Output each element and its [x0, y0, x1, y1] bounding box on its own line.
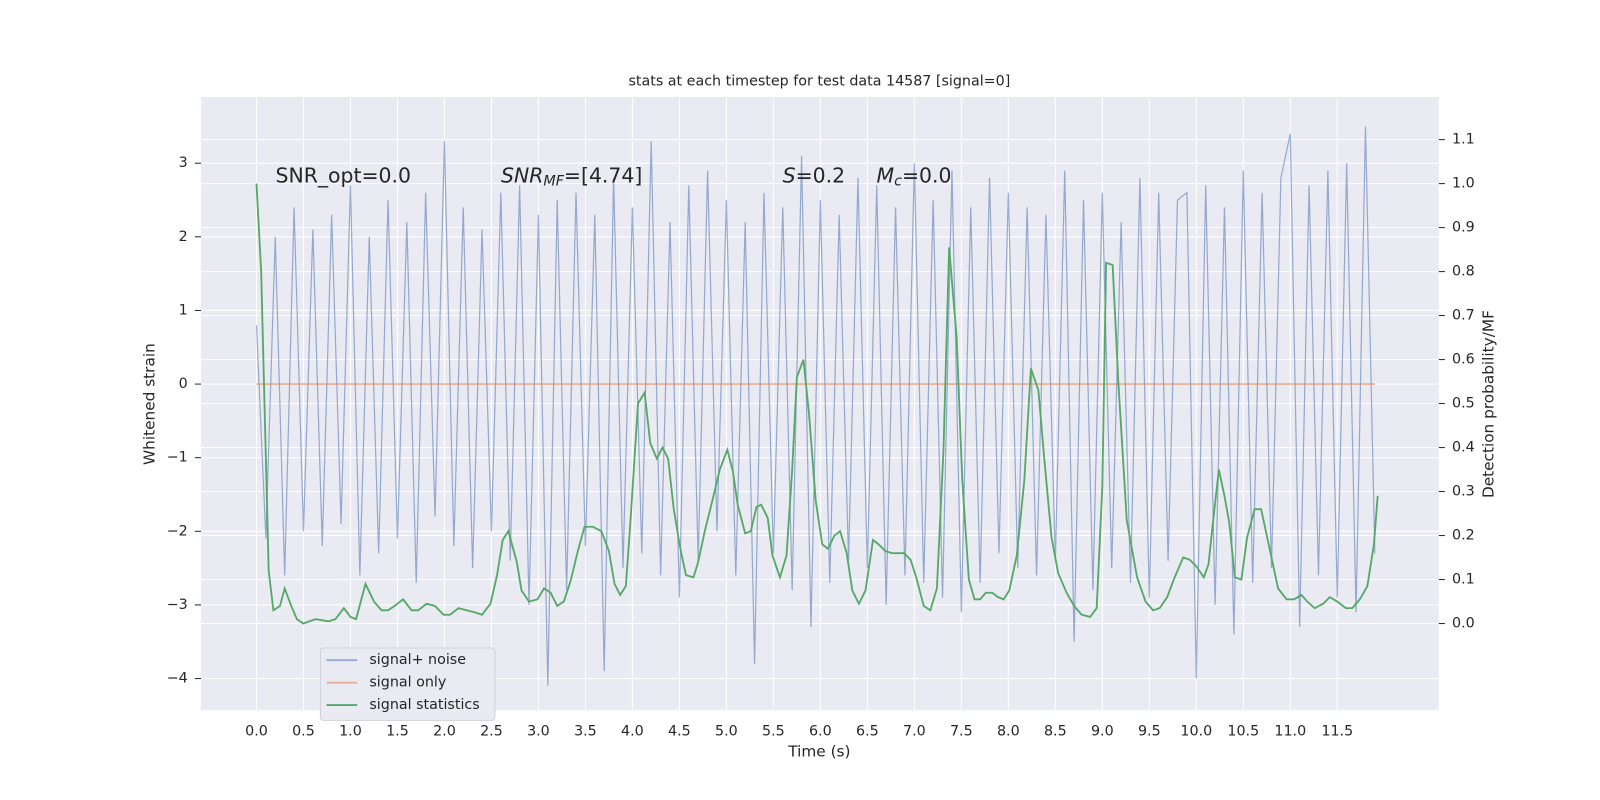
annotation-text: SNR_opt=0.0 — [276, 164, 412, 189]
y2-tick-label: 0.6 — [1452, 352, 1475, 368]
y2-tick-label: 0.2 — [1452, 528, 1475, 544]
y-tick-label: −1 — [167, 450, 188, 466]
x-tick-label: 9.5 — [1138, 724, 1161, 740]
legend-label: signal statistics — [369, 697, 479, 713]
x-tick-label: 8.5 — [1044, 724, 1067, 740]
y2-tick-label: 1.1 — [1452, 132, 1475, 148]
y2-tick-label: 0.3 — [1452, 484, 1475, 500]
y2-tick-label: 0.9 — [1452, 220, 1475, 236]
x-tick-label: 3.5 — [574, 724, 597, 740]
x-tick-label: 7.0 — [903, 724, 926, 740]
y2-tick-label: 0.0 — [1452, 616, 1475, 632]
y2-tick-label: 0.1 — [1452, 572, 1475, 588]
y-tick-label: 3 — [179, 155, 188, 171]
chart-title: stats at each timestep for test data 145… — [628, 74, 1010, 90]
legend-label: signal+ noise — [369, 652, 466, 668]
x-tick-label: 3.0 — [527, 724, 550, 740]
y2-tick-label: 1.0 — [1452, 176, 1475, 192]
annotation-text: M — [877, 164, 895, 188]
annotation-text: =0.0 — [902, 164, 952, 188]
y-tick-label: 2 — [179, 229, 188, 245]
y-tick-label: 0 — [179, 376, 188, 392]
legend: signal+ noise signal only signal statistic… — [319, 647, 496, 721]
annotation: Mc=0.0 — [877, 164, 952, 190]
x-tick-label: 10.5 — [1227, 724, 1259, 740]
y-tick-label: −2 — [167, 523, 188, 539]
annotation-subscript: c — [894, 174, 902, 190]
y2-tick-label: 0.5 — [1452, 396, 1475, 412]
y2-axis-label: Detection probability/MF — [1479, 310, 1497, 498]
y-axis-label: Whitened strain — [141, 343, 159, 465]
x-tick-label: 1.0 — [339, 724, 362, 740]
x-tick-label: 6.5 — [856, 724, 879, 740]
x-tick-label: 8.0 — [997, 724, 1020, 740]
x-tick-label: 2.0 — [433, 724, 456, 740]
annotation: S=0.2 — [783, 164, 845, 188]
x-tick-label: 11.0 — [1274, 724, 1306, 740]
y2-tick-label: 0.4 — [1452, 440, 1475, 456]
annotation-text: SNR — [501, 164, 543, 188]
x-tick-label: 11.5 — [1321, 724, 1353, 740]
x-tick-label: 0.5 — [292, 724, 315, 740]
x-axis-label: Time (s) — [787, 743, 850, 761]
x-tick-label: 1.5 — [386, 724, 409, 740]
annotation-text: =[4.74] — [564, 164, 642, 188]
x-tick-label: 7.5 — [950, 724, 973, 740]
annotation-subscript: MF — [543, 174, 564, 190]
annotation: SNRMF=[4.74] — [501, 164, 642, 190]
x-tick-label: 10.0 — [1180, 724, 1212, 740]
annotation-text: S — [783, 164, 796, 188]
y2-tick-label: 0.8 — [1452, 264, 1475, 280]
labels: 0.0 0.5 1.0 1.5 2.0 2.5 3.0 3.5 4.0 4.5 5.0 5.5 6.0 6… — [167, 132, 1475, 740]
x-tick-label: 2.5 — [480, 724, 503, 740]
annotation: SNR_opt=0.0 — [276, 164, 412, 189]
marks — [255, 126, 1379, 686]
x-tick-label: 0.0 — [245, 724, 268, 740]
x-tick-label: 5.0 — [715, 724, 738, 740]
x-tick-label: 9.0 — [1091, 724, 1114, 740]
legend-label: signal only — [369, 675, 446, 691]
y2-tick-label: 0.7 — [1452, 308, 1475, 324]
legend-box — [319, 647, 496, 721]
series-line — [255, 183, 1379, 625]
y-tick-label: −4 — [167, 671, 188, 687]
x-tick-label: 4.5 — [668, 724, 691, 740]
series-line — [255, 126, 1376, 686]
y-tick-label: 1 — [179, 302, 188, 318]
x-tick-label: 6.0 — [809, 724, 832, 740]
y-tick-label: −3 — [167, 597, 188, 613]
x-tick-label: 4.0 — [621, 724, 644, 740]
annotation-text: =0.2 — [796, 164, 846, 188]
x-tick-label: 5.5 — [762, 724, 785, 740]
